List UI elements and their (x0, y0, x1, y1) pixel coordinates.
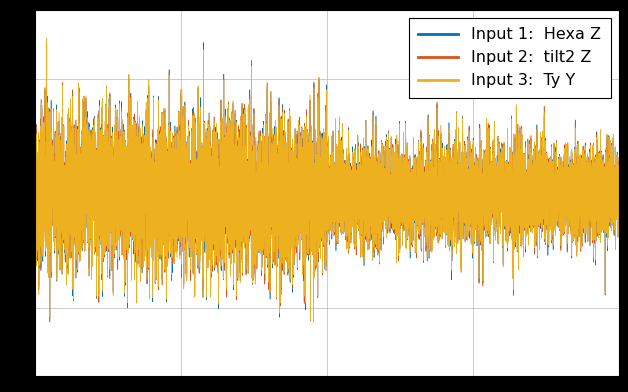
Input 1:  Hexa Z: (0, 0.156): Hexa Z: (0, 0.156) (31, 173, 38, 178)
Input 1:  Hexa Z: (414, 0.0803): Hexa Z: (414, 0.0803) (55, 181, 63, 186)
Input 2:  tilt2 Z: (416, 0.481): tilt2 Z: (416, 0.481) (55, 136, 63, 140)
Line: Input 3:  Ty Y: Input 3: Ty Y (35, 38, 619, 323)
Input 2:  tilt2 Z: (262, -1.13): tilt2 Z: (262, -1.13) (46, 320, 53, 325)
Input 1:  Hexa Z: (4.89e+03, -0.291): Hexa Z: (4.89e+03, -0.291) (317, 224, 324, 229)
Line: Input 1:  Hexa Z: Input 1: Hexa Z (35, 42, 619, 319)
Input 3:  Ty Y: (4.78e+03, -1.13): Ty Y: (4.78e+03, -1.13) (310, 320, 317, 325)
Input 1:  Hexa Z: (1e+04, 0.119): Hexa Z: (1e+04, 0.119) (615, 177, 622, 182)
Line: Input 2:  tilt2 Z: Input 2: tilt2 Z (35, 42, 619, 322)
Input 3:  Ty Y: (599, 0.12): Ty Y: (599, 0.12) (66, 177, 73, 182)
Input 1:  Hexa Z: (598, -0.151): Hexa Z: (598, -0.151) (66, 208, 73, 213)
Input 3:  Ty Y: (45, -0.262): Ty Y: (45, -0.262) (33, 221, 41, 225)
Input 3:  Ty Y: (415, -0.236): Ty Y: (415, -0.236) (55, 218, 63, 222)
Input 1:  Hexa Z: (2.9e+03, 1.32): Hexa Z: (2.9e+03, 1.32) (200, 40, 207, 45)
Legend: Input 1:  Hexa Z, Input 2:  tilt2 Z, Input 3:  Ty Y: Input 1: Hexa Z, Input 2: tilt2 Z, Input… (409, 18, 610, 98)
Input 1:  Hexa Z: (1.96e+03, -0.0218): Hexa Z: (1.96e+03, -0.0218) (145, 193, 153, 198)
Input 3:  Ty Y: (209, 1.35): Ty Y: (209, 1.35) (43, 36, 50, 41)
Input 3:  Ty Y: (4.89e+03, -0.241): Ty Y: (4.89e+03, -0.241) (317, 218, 324, 223)
Input 2:  tilt2 Z: (45, -0.22): tilt2 Z: (45, -0.22) (33, 216, 41, 221)
Input 2:  tilt2 Z: (1.96e+03, 0.0989): tilt2 Z: (1.96e+03, 0.0989) (145, 180, 153, 184)
Input 2:  tilt2 Z: (9.47e+03, 0.332): tilt2 Z: (9.47e+03, 0.332) (584, 152, 592, 157)
Input 3:  Ty Y: (9.47e+03, 0.346): Ty Y: (9.47e+03, 0.346) (584, 151, 592, 156)
Input 2:  tilt2 Z: (1e+04, 0.13): tilt2 Z: (1e+04, 0.13) (615, 176, 622, 181)
Input 1:  Hexa Z: (4.72e+03, -1.1): Hexa Z: (4.72e+03, -1.1) (306, 317, 314, 321)
Input 2:  tilt2 Z: (209, 1.31): tilt2 Z: (209, 1.31) (43, 40, 50, 45)
Input 1:  Hexa Z: (9.47e+03, 0.324): Hexa Z: (9.47e+03, 0.324) (584, 154, 592, 158)
Input 2:  tilt2 Z: (4.89e+03, -0.241): tilt2 Z: (4.89e+03, -0.241) (317, 218, 324, 223)
Input 3:  Ty Y: (1.96e+03, 0.123): Ty Y: (1.96e+03, 0.123) (145, 177, 153, 181)
Input 1:  Hexa Z: (45, -0.196): Hexa Z: (45, -0.196) (33, 213, 41, 218)
Input 2:  tilt2 Z: (0, 0.0933): tilt2 Z: (0, 0.0933) (31, 180, 38, 185)
Input 2:  tilt2 Z: (600, 0.218): tilt2 Z: (600, 0.218) (66, 166, 73, 171)
Input 3:  Ty Y: (1e+04, 0.15): Ty Y: (1e+04, 0.15) (615, 174, 622, 178)
Input 3:  Ty Y: (0, 0.134): Ty Y: (0, 0.134) (31, 175, 38, 180)
